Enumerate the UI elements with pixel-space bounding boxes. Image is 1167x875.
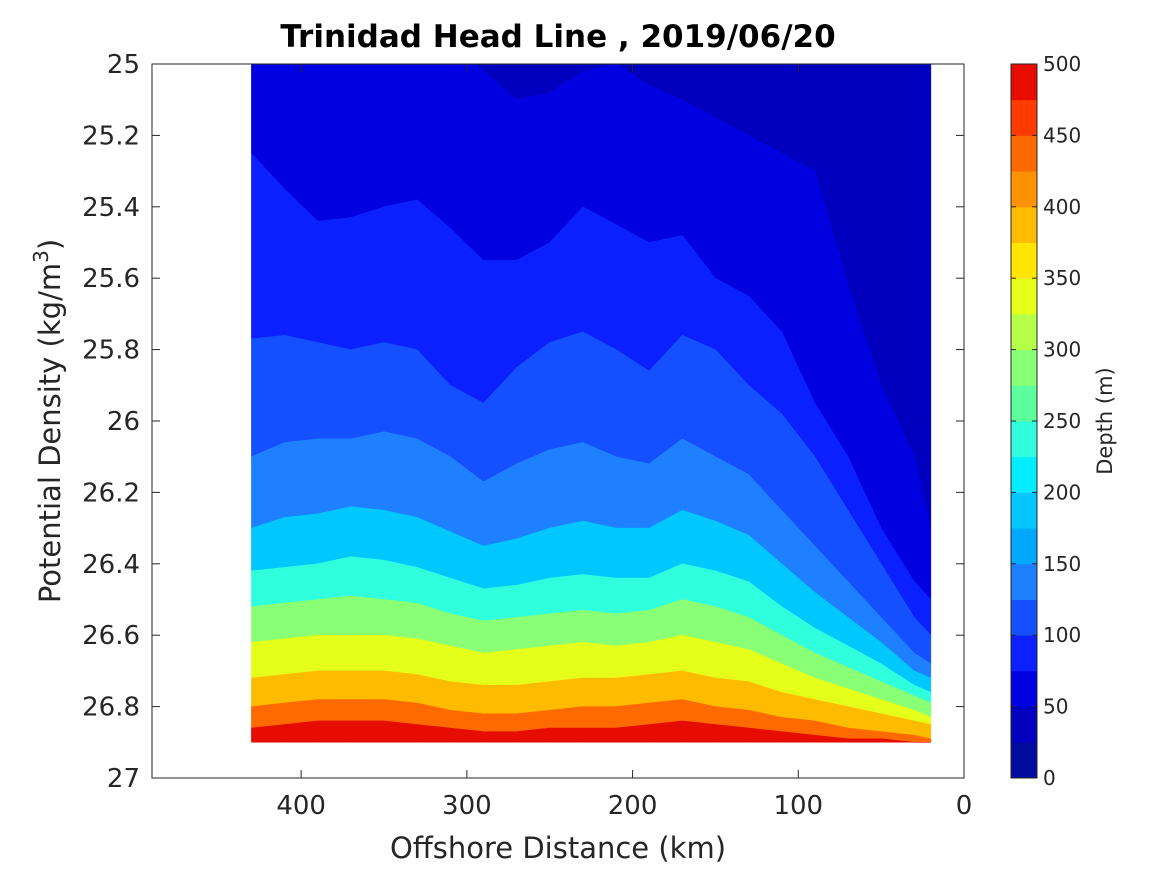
y-tick-label: 25.4: [82, 193, 140, 223]
colorbar-segment: [1011, 528, 1037, 565]
contour-band-deepest: [251, 720, 931, 743]
colorbar-label: Depth (m): [1093, 367, 1117, 474]
colorbar-segment: [1011, 349, 1037, 386]
y-tick-label: 26.4: [82, 550, 140, 580]
colorbar-tick-label: 100: [1043, 623, 1081, 647]
colorbar-segment: [1011, 385, 1037, 422]
colorbar-ticks: 0 50 100 150 200 250 300 350 400 450 500: [1011, 52, 1081, 790]
contour-fills: [251, 64, 932, 743]
y-tick-label: 25.6: [82, 264, 140, 294]
x-tick-label: 200: [608, 791, 658, 821]
colorbar-segment: [1011, 278, 1037, 315]
colorbar-tick-label: 50: [1043, 695, 1068, 719]
colorbar-tick-label: 300: [1043, 338, 1081, 362]
y-tick-label: 26: [107, 407, 140, 437]
y-axis-label-main: Potential Density (kg/m: [33, 263, 67, 603]
colorbar-segment: [1011, 64, 1037, 101]
colorbar-tick-label: 200: [1043, 480, 1081, 504]
y-tick-label: 25.2: [82, 121, 140, 151]
y-axis-label: Potential Density (kg/m3): [29, 239, 67, 603]
colorbar-segment: [1011, 313, 1037, 351]
colorbar-segment: [1011, 492, 1037, 529]
chart-title: Trinidad Head Line , 2019/06/20: [280, 19, 835, 55]
colorbar: 0 50 100 150 200 250 300 350 400 450 500 Depth (m): [1010, 52, 1117, 790]
y-tick-label: 27: [107, 764, 140, 794]
x-tick-label: 300: [442, 791, 492, 821]
colorbar-segment: [1011, 563, 1037, 600]
colorbar-tick-label: 400: [1043, 195, 1081, 219]
colorbar-segments: [1011, 64, 1037, 779]
colorbar-segment: [1011, 242, 1037, 279]
plot-area: 400 300 200 100 0 25 25.2 25.4 25.6 25.8 26 26.2 26…: [82, 50, 972, 821]
colorbar-segment: [1011, 456, 1037, 493]
y-tick-label: 26.2: [82, 478, 140, 508]
y-axis-ticks: 25 25.2 25.4 25.6 25.8 26 26.2 26.4 26.6 26.8 27: [82, 50, 964, 794]
colorbar-segment: [1011, 421, 1037, 458]
colorbar-segment: [1011, 742, 1037, 779]
y-axis-label-superscript: 3: [29, 250, 53, 263]
x-tick-label: 100: [773, 791, 823, 821]
y-tick-label: 26.8: [82, 693, 140, 723]
colorbar-tick-label: 500: [1043, 52, 1081, 76]
colorbar-segment: [1011, 706, 1037, 743]
colorbar-tick-label: 450: [1043, 123, 1081, 147]
colorbar-segment: [1011, 635, 1037, 672]
x-tick-label: 0: [956, 791, 973, 821]
colorbar-segment: [1011, 670, 1037, 708]
x-tick-label: 400: [276, 791, 326, 821]
y-axis-label-end: ): [33, 239, 67, 250]
y-tick-label: 25.8: [82, 336, 140, 366]
colorbar-tick-label: 350: [1043, 266, 1081, 290]
colorbar-tick-label: 150: [1043, 552, 1081, 576]
colorbar-tick-label: 0: [1043, 766, 1056, 790]
colorbar-segment: [1011, 171, 1037, 208]
colorbar-segment: [1011, 135, 1037, 172]
y-tick-label: 25: [107, 50, 140, 80]
x-axis-ticks: 400 300 200 100 0: [276, 64, 972, 821]
colorbar-tick-label: 250: [1043, 409, 1081, 433]
x-axis-label: Offshore Distance (km): [390, 831, 726, 865]
y-tick-label: 26.6: [82, 621, 140, 651]
colorbar-segment: [1011, 206, 1037, 243]
colorbar-segment: [1011, 99, 1037, 136]
colorbar-segment: [1011, 599, 1037, 636]
